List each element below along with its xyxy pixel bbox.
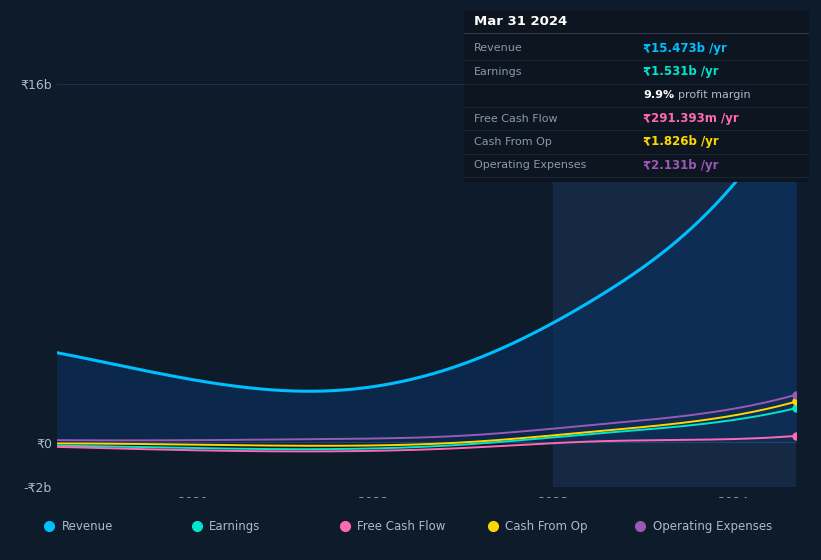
Bar [553, 84, 796, 487]
Text: Free Cash Flow: Free Cash Flow [357, 520, 446, 533]
Text: ₹291.393m /yr: ₹291.393m /yr [643, 112, 739, 125]
Text: profit margin: profit margin [677, 90, 750, 100]
Text: Operating Expenses: Operating Expenses [653, 520, 772, 533]
Text: Revenue: Revenue [475, 44, 523, 54]
Text: Cash From Op: Cash From Op [475, 137, 552, 147]
Text: ₹15.473b /yr: ₹15.473b /yr [643, 42, 727, 55]
Text: Cash From Op: Cash From Op [505, 520, 587, 533]
Text: ₹1.531b /yr: ₹1.531b /yr [643, 66, 719, 78]
Text: Earnings: Earnings [209, 520, 261, 533]
Text: Revenue: Revenue [62, 520, 113, 533]
Text: ₹2.131b /yr: ₹2.131b /yr [643, 158, 718, 172]
Text: Earnings: Earnings [475, 67, 523, 77]
Text: 9.9%: 9.9% [643, 90, 674, 100]
Text: ₹1.826b /yr: ₹1.826b /yr [643, 136, 719, 148]
Text: Mar 31 2024: Mar 31 2024 [475, 15, 567, 28]
Text: Operating Expenses: Operating Expenses [475, 160, 586, 170]
Text: Free Cash Flow: Free Cash Flow [475, 114, 557, 124]
